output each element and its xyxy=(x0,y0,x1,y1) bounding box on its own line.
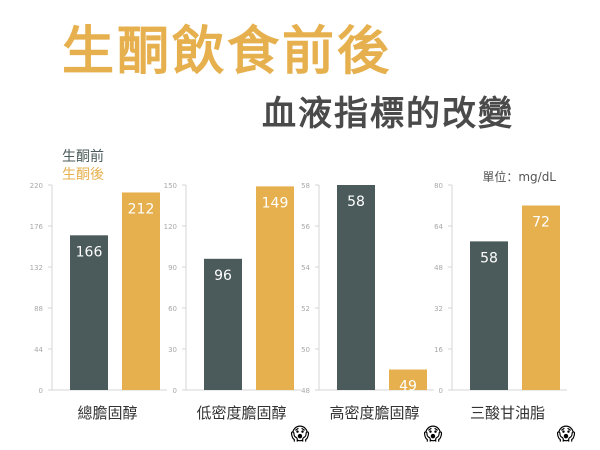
y-tick-label: 48 xyxy=(301,387,310,395)
category-label: 高密度膽固醇 xyxy=(329,404,419,422)
y-tick-label: 58 xyxy=(301,182,310,190)
bar-value-label: 212 xyxy=(128,201,155,217)
y-tick-label: 90 xyxy=(168,264,177,272)
y-tick-label: 0 xyxy=(39,387,43,395)
bar xyxy=(204,258,242,390)
y-tick-label: 50 xyxy=(301,346,310,354)
bar xyxy=(389,369,427,390)
y-tick-label: 54 xyxy=(301,264,310,272)
y-tick-label: 30 xyxy=(168,346,177,354)
category-label: 三酸甘油脂 xyxy=(470,404,545,422)
scared-face-icon: 😱 xyxy=(290,424,310,445)
y-tick-label: 176 xyxy=(30,223,44,231)
category-label: 總膽固醇 xyxy=(77,404,137,422)
scared-face-icon: 😱 xyxy=(423,424,443,445)
bar xyxy=(256,186,294,390)
y-tick-label: 150 xyxy=(164,182,177,190)
y-tick-label: 220 xyxy=(30,182,43,190)
y-tick-label: 44 xyxy=(34,346,43,354)
bar xyxy=(522,205,560,390)
bar xyxy=(337,185,375,390)
y-tick-label: 132 xyxy=(30,264,43,272)
y-tick-label: 88 xyxy=(34,305,43,313)
unit-label: 單位：mg/dL xyxy=(482,170,556,184)
bar-value-label: 149 xyxy=(262,195,289,211)
y-tick-label: 0 xyxy=(173,387,177,395)
y-tick-label: 48 xyxy=(434,264,443,272)
chart-subtitle: 血液指標的改變 xyxy=(262,94,514,134)
legend-after: 生酮後 xyxy=(62,167,104,183)
bar xyxy=(70,235,108,390)
bar xyxy=(470,241,508,390)
y-tick-label: 60 xyxy=(168,305,177,313)
bar-value-label: 58 xyxy=(347,194,365,210)
chart-title: 生酮飲食前後 xyxy=(62,22,393,82)
legend: 生酮前 生酮後 xyxy=(62,148,104,184)
scared-face-icon: 😱 xyxy=(556,424,576,445)
bar-value-label: 49 xyxy=(399,379,417,395)
bar xyxy=(122,192,160,390)
category-label: 低密度膽固醇 xyxy=(196,404,286,422)
bar-value-label: 166 xyxy=(76,244,103,260)
bar-value-label: 96 xyxy=(214,268,232,284)
bar-value-label: 72 xyxy=(532,215,550,231)
legend-before: 生酮前 xyxy=(62,149,104,165)
y-tick-label: 32 xyxy=(434,305,443,313)
y-tick-label: 52 xyxy=(301,305,310,313)
bar-value-label: 58 xyxy=(480,250,498,266)
y-tick-label: 16 xyxy=(434,346,443,354)
y-tick-label: 120 xyxy=(164,223,177,231)
y-tick-label: 80 xyxy=(434,182,443,190)
y-tick-label: 56 xyxy=(301,223,310,231)
y-tick-label: 64 xyxy=(434,223,443,231)
y-tick-label: 0 xyxy=(439,387,443,395)
